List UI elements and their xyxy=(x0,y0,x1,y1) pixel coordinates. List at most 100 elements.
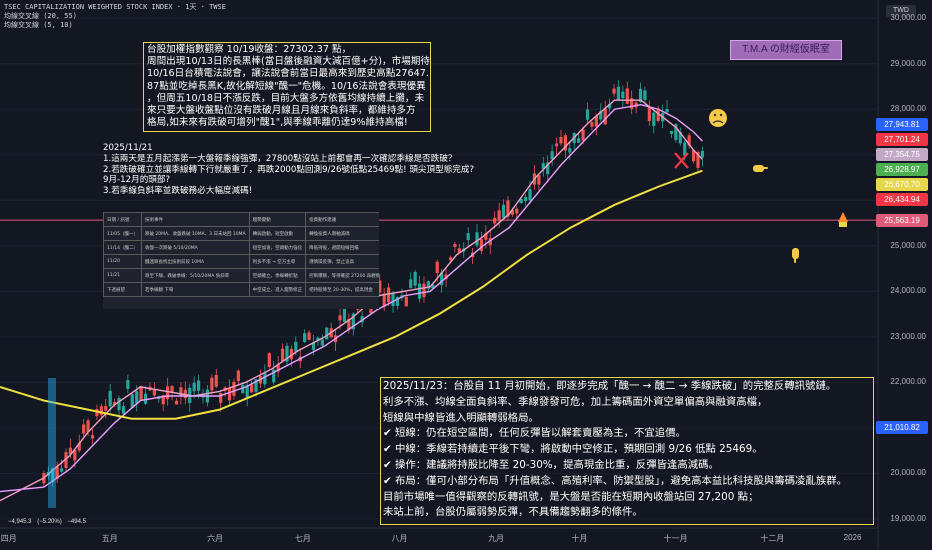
candle-body xyxy=(581,129,585,141)
candle-body xyxy=(387,287,391,303)
candle-body xyxy=(448,257,453,261)
candle-body xyxy=(585,109,590,120)
y-tick-label: 20,000.00 xyxy=(890,468,926,478)
candle-body xyxy=(351,313,355,330)
note-line: ✔ 布局：僅可小部分布局「升值概念、高殖利率、防禦型股」，避免高本益比科技股與籌… xyxy=(383,474,847,487)
candle-body xyxy=(625,88,629,104)
candle-body xyxy=(82,424,86,434)
candle-body xyxy=(687,135,691,146)
candle-body xyxy=(294,341,298,352)
table-cell: 11/20 xyxy=(103,254,142,269)
note-line: 短線與中線皆進入明顯轉弱格局。 xyxy=(383,411,539,424)
candle-body xyxy=(276,364,280,372)
candle-body xyxy=(135,391,139,404)
table-cell: 若季線翻 下彎 xyxy=(140,282,250,297)
symbol-header: TSEC CAPITALIZATION WEIGHTED STOCK INDEX… xyxy=(4,3,226,11)
table-cell: 轉換投資人期軸減碼 xyxy=(305,226,379,241)
note-line: 2025/11/23：台股自 11 月初開始，即逐步完成「醜一 → 醜二 → 季… xyxy=(383,380,837,392)
candle-body xyxy=(113,402,117,406)
candle-body xyxy=(426,281,430,289)
candle-body xyxy=(700,150,704,158)
candle-body xyxy=(391,292,395,307)
currency-badge[interactable]: TWD xyxy=(886,5,916,17)
table-header-cell: 日期 / 訊號 xyxy=(103,212,142,227)
series-line-ma-quarter xyxy=(0,169,703,420)
note-line: 2.若跌破確立並讓季線轉下行就嚴重了，再跌2000點回測9/26號低點25469… xyxy=(103,164,475,175)
candle-body xyxy=(347,319,351,331)
candle-body xyxy=(691,150,696,162)
candle-body xyxy=(325,327,329,340)
table-header-cell: 技術事件 xyxy=(140,212,250,227)
candle-body xyxy=(241,384,245,394)
candle-body xyxy=(599,111,603,120)
price-tag: 27,943.81 xyxy=(876,118,928,131)
candle-body xyxy=(139,386,143,401)
candle-body xyxy=(68,447,73,455)
table-header-cell: 趨勢變動 xyxy=(248,212,307,227)
candle-body xyxy=(369,305,373,314)
table-cell: 謹慎操反彈，禁止追高 xyxy=(305,254,379,269)
candle-body xyxy=(550,151,554,160)
change-readout: −4,945.3 (−5.20%) −494.5 xyxy=(8,519,86,525)
candle-body xyxy=(250,384,254,393)
candle-body xyxy=(170,385,174,393)
table-cell: 轉弱啟動，短空啟動 xyxy=(248,226,307,241)
candle-body xyxy=(497,210,501,221)
note-line: 87點並吃掉長黑K,故化解短線"醜一"危機。10/16法說會表現優異 xyxy=(147,80,426,92)
candle-body xyxy=(413,271,417,286)
candle-body xyxy=(453,244,457,248)
y-tick-label: 25,000.00 xyxy=(890,240,926,250)
table-header-cell: 投資動作建議 xyxy=(305,212,379,227)
table-cell: 控制曝險，等待確認 27200 再觀察 xyxy=(305,268,379,283)
candle-body xyxy=(417,283,422,299)
note-line: ✔ 中線：季線若持續走平後下彎，將啟動中空修正，預期回測 9/26 低點 254… xyxy=(383,443,763,456)
candle-body xyxy=(577,138,581,143)
candle-body xyxy=(59,468,64,472)
table-cell: 利多不漲 → 空方主導 xyxy=(248,254,307,269)
x-axis-line xyxy=(0,0,879,550)
note-line: ✔ 短線：仍在短空區間，任何反彈皆以解套賣壓為主，不宜追價。 xyxy=(383,427,686,440)
candle-body xyxy=(678,132,682,144)
person-icon xyxy=(838,212,848,227)
candle-body xyxy=(192,382,196,392)
x-tick-label: 2026 xyxy=(843,533,862,542)
candle-body xyxy=(267,353,271,367)
candle-body xyxy=(90,435,95,439)
candle-body xyxy=(435,261,439,274)
candle-body xyxy=(590,122,594,127)
candle-body xyxy=(493,217,497,224)
table-row: 下週展望 若季線翻 下彎 中空成立，進入趨勢修正 把持股降至 20-30%，提高現金 xyxy=(103,282,379,297)
table-cell: 短空加速，空頭動力強化 xyxy=(248,240,307,255)
note-line: ，但周五10/18日不漲反跌，目前大盤多方依舊均線持續上攤，未 xyxy=(147,92,425,104)
candle-body xyxy=(621,91,625,99)
candle-body xyxy=(559,137,563,144)
brand-badge: T.M.A の財經仮眠室 xyxy=(730,40,842,60)
x-tick-label: 十月 xyxy=(571,534,588,543)
candle-body xyxy=(214,374,218,387)
change-points: −494.5 xyxy=(67,519,86,525)
note-line: 10/16日台積電法說會，讓法說會前當日最高來到歷史高點27647. xyxy=(147,68,429,80)
price-tag: 21,010.82 xyxy=(876,420,928,434)
note-line: 3.若季線負斜率並跌破務必大幅度減碼! xyxy=(103,186,253,197)
candle-body xyxy=(227,387,232,401)
candle-body xyxy=(311,342,316,350)
candle-body xyxy=(630,98,634,110)
candle-body xyxy=(612,88,616,94)
note-line: 1.這兩天是五月起漲第一大盤報季線強彈，27800點沒站上前都會再一次確認季線是… xyxy=(103,153,457,164)
table-cell: 醜連跌長找出技術前段 10MA xyxy=(140,254,250,269)
candle-body xyxy=(440,272,444,286)
table-row: 11/20 醜連跌長找出技術前段 10MA 利多不漲 → 空方主導 謹慎操反彈，禁止追… xyxy=(103,254,379,269)
candle-body xyxy=(126,379,130,389)
series-line-ma-mid xyxy=(0,103,703,493)
y-tick-label: 23,000.00 xyxy=(890,331,926,341)
candle-body xyxy=(382,293,386,308)
candle-body xyxy=(638,88,643,103)
candle-body xyxy=(616,86,621,100)
y-tick-label: 22,000.00 xyxy=(890,377,926,387)
table-cell: 下週展望 xyxy=(103,282,142,297)
candle-body xyxy=(466,233,470,241)
x-tick-label: 七月 xyxy=(294,534,311,543)
candle-body xyxy=(236,370,240,382)
note-line: 未站上前，台股仍屬弱勢反彈，不具備趨勢翻多的條件。 xyxy=(383,506,643,519)
note-line: ✔ 操作：建議將持股比降至 20-30%，提高現金比重，反彈皆逢高減碼。 xyxy=(383,458,719,471)
